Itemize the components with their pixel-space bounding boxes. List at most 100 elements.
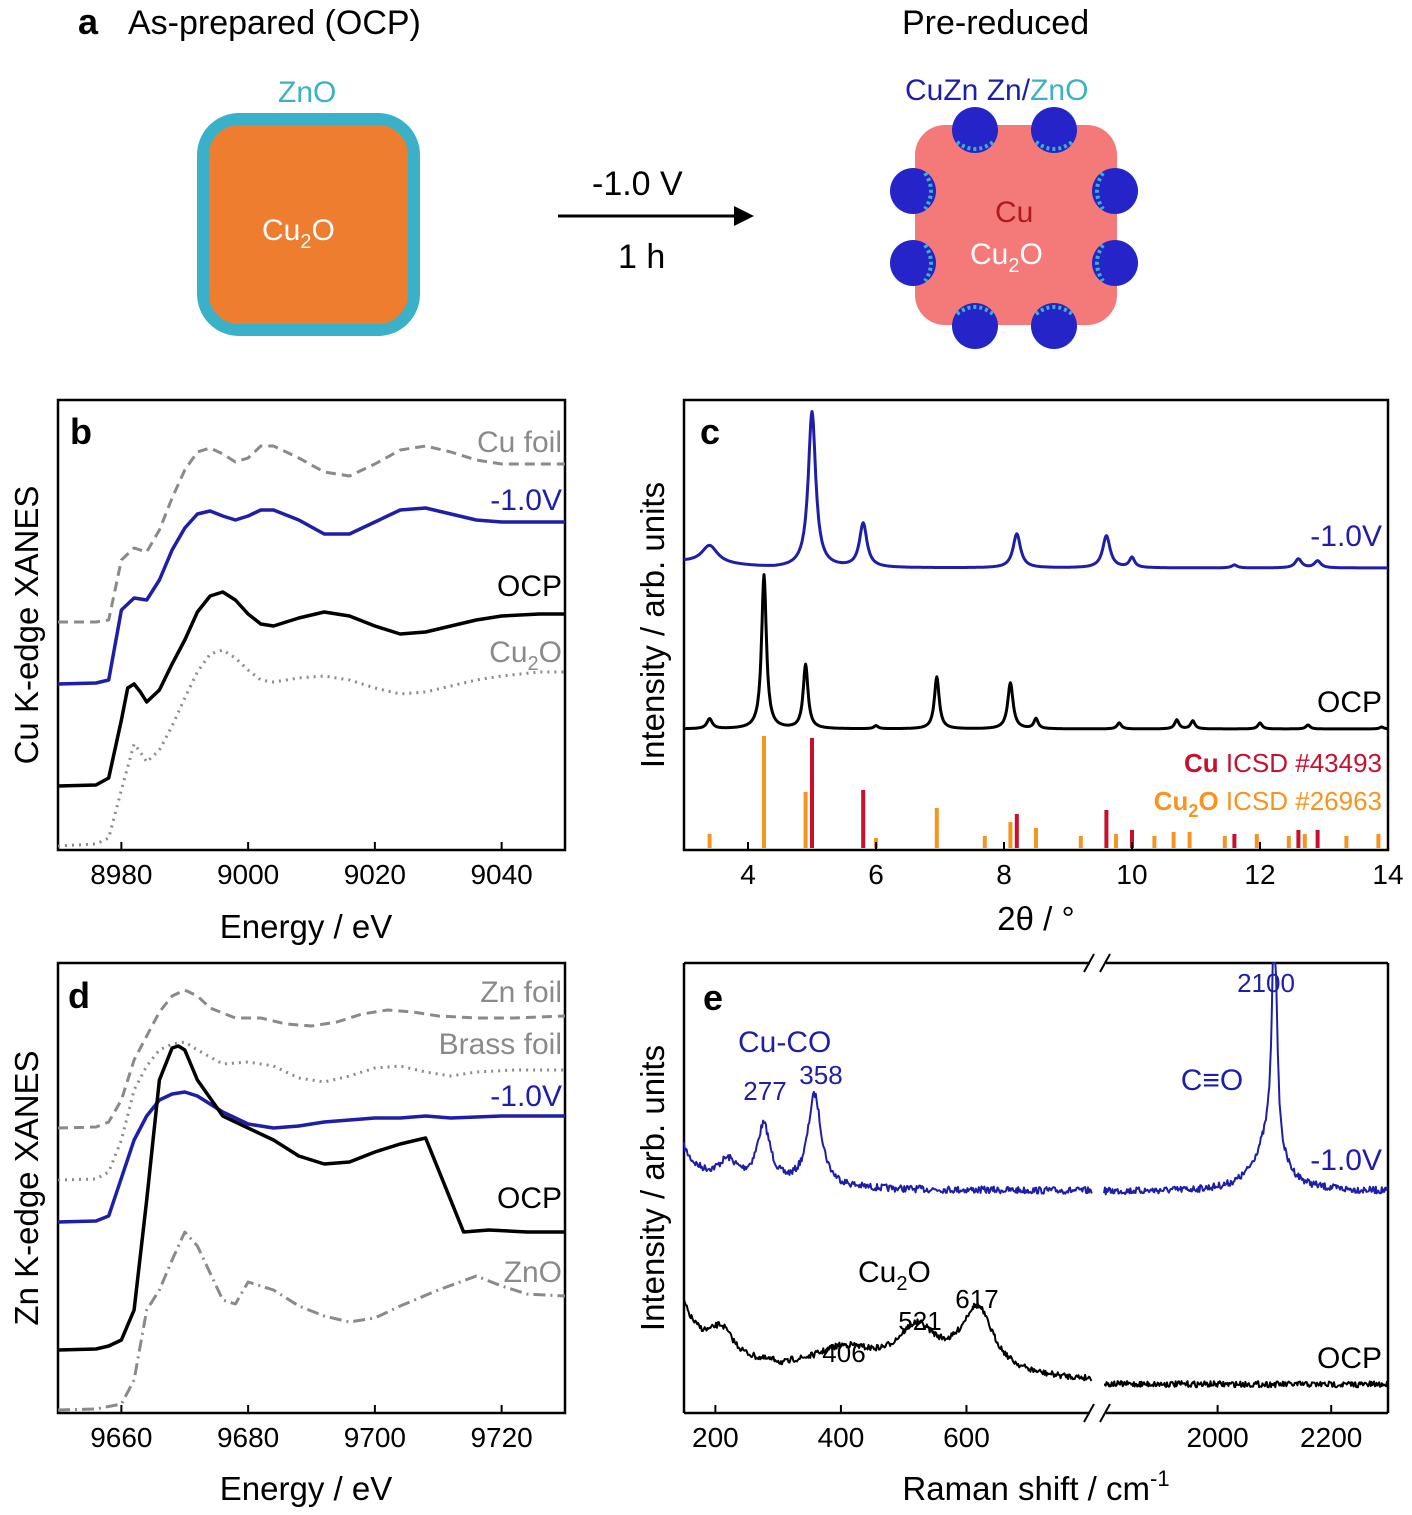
x-axis-label-c: 2θ / ° [997, 900, 1074, 937]
series-line [1103, 1380, 1389, 1389]
series-line [57, 506, 565, 686]
zn-zno-interface [923, 140, 1105, 316]
reduced-cu2o-label: Cu2O [970, 238, 1043, 277]
x-tick-label: 10 [1116, 859, 1147, 890]
x-tick-label: 9660 [90, 1422, 152, 1453]
panel-letter-b: b [70, 411, 92, 452]
label-b-minus1v: -1.0V [490, 484, 562, 517]
x-tick-label: 8 [996, 859, 1012, 890]
panel-letter-c: c [700, 411, 720, 452]
axes-frame-b [56, 398, 567, 852]
series-line [1103, 962, 1389, 1196]
x-tick-label: 9700 [344, 1422, 406, 1453]
series-line [683, 1090, 1093, 1195]
label-d-zno: ZnO [504, 1256, 562, 1289]
annot-cu-co: Cu-CO [738, 1026, 831, 1059]
x-ticks-c: 4 6 8 10 12 14 [740, 842, 1404, 890]
particle [890, 240, 936, 286]
x-tick-label: 600 [943, 1422, 990, 1453]
core-label: Cu2O [262, 214, 335, 253]
annot-cu2o: Cu2O [858, 1256, 931, 1295]
panel-b: b 8980 9000 9020 9040 Cu K-edge XANES Energ… [8, 398, 567, 945]
panel-c: c 4 6 8 10 12 14 Intensity / arb. units 2θ / … [634, 398, 1404, 937]
annot-277: 277 [743, 1076, 786, 1106]
x-tick-label: 2000 [1186, 1422, 1248, 1453]
particle [952, 303, 998, 349]
series-line [57, 1044, 565, 1352]
label-c-minus1v: -1.0V [1310, 520, 1382, 553]
y-axis-label-e: Intensity / arb. units [634, 1045, 671, 1331]
panel-a: a As-prepared (OCP) ZnO Cu2O -1.0 V 1 h … [78, 1, 1138, 349]
shell-label: ZnO [278, 76, 336, 109]
label-c-cu2o-ref: Cu2O ICSD #26963 [1154, 786, 1382, 821]
reduced-cube [915, 125, 1117, 325]
particle [1092, 240, 1138, 286]
x-ticks-d: 9660 9680 9700 9720 [90, 1405, 533, 1453]
series-line [57, 988, 566, 1130]
panel-letter-e: e [703, 977, 723, 1018]
x-tick-label: 8980 [90, 859, 152, 890]
annot-358: 358 [799, 1060, 842, 1090]
x-axis-label-b: Energy / eV [220, 908, 392, 945]
arrow-head [734, 206, 754, 226]
panel-e: e 200 400 600 2000 2200 Intensity / arb. uni… [634, 953, 1390, 1507]
series-line [57, 648, 565, 848]
label-b-cu2o: Cu2O [489, 636, 562, 675]
x-tick-label: 9040 [470, 859, 532, 890]
x-tick-label: 6 [868, 859, 884, 890]
label-b-cufoil: Cu foil [477, 426, 562, 459]
label-d-znfoil: Zn foil [480, 976, 562, 1009]
label-c-cu-ref: Cu ICSD #43493 [1184, 748, 1382, 778]
panel-letter-a: a [78, 1, 99, 42]
series-group-d [57, 988, 566, 1412]
right-legend: CuZn Zn/ZnO [905, 74, 1088, 107]
x-tick-label: 14 [1372, 859, 1403, 890]
y-axis-label-c: Intensity / arb. units [634, 482, 671, 768]
x-ticks-b: 8980 9000 9020 9040 [90, 842, 533, 890]
label-d-minus1v: -1.0V [490, 1080, 562, 1113]
right-title: Pre-reduced [902, 4, 1089, 42]
annot-406: 406 [822, 1338, 865, 1368]
series-line [57, 1230, 566, 1412]
y-axis-label-d: Zn K-edge XANES [8, 1050, 45, 1325]
x-tick-label: 9020 [344, 859, 406, 890]
reference-sticks-c [707, 736, 1381, 848]
series-line [57, 590, 565, 788]
series-group-c [683, 410, 1389, 731]
x-tick-label: 9680 [217, 1422, 279, 1453]
x-axis-label-d: Energy / eV [220, 1470, 392, 1507]
axes-frame-c [682, 398, 1390, 852]
arrow-top-label: -1.0 V [592, 165, 683, 203]
panel-d: d 9660 9680 9700 9720 Zn K-edge XANES Energ… [8, 961, 567, 1507]
annot-ocp: OCP [1317, 1342, 1382, 1375]
x-ticks-e: 200 400 600 2000 2200 [692, 1405, 1362, 1453]
axis-break-e [1083, 953, 1111, 1423]
arrow-bottom-label: 1 h [618, 238, 665, 276]
x-tick-label: 4 [740, 859, 756, 890]
axes-frame-d [56, 961, 567, 1415]
label-c-ocp: OCP [1317, 686, 1382, 719]
x-tick-label: 9720 [470, 1422, 532, 1453]
x-tick-label: 400 [818, 1422, 865, 1453]
annot-2100: 2100 [1237, 968, 1295, 998]
y-axis-label-b: Cu K-edge XANES [8, 486, 45, 765]
annot-521: 521 [898, 1306, 941, 1336]
annot-617: 617 [955, 1284, 998, 1314]
particle [890, 168, 936, 214]
annot-minus1v: -1.0V [1310, 1144, 1382, 1177]
series-line [57, 1090, 565, 1224]
x-tick-label: 200 [692, 1422, 739, 1453]
reduced-cu-label: Cu [995, 196, 1033, 229]
series-group-e [683, 962, 1389, 1389]
series-line [58, 444, 565, 624]
x-tick-label: 9000 [217, 859, 279, 890]
series-line [683, 573, 1389, 731]
x-tick-label: 12 [1244, 859, 1275, 890]
series-line [683, 1299, 1093, 1382]
shell-cube [197, 113, 420, 336]
panel-letter-d: d [68, 975, 90, 1016]
label-b-ocp: OCP [497, 570, 562, 603]
left-title: As-prepared (OCP) [128, 4, 421, 42]
particle [952, 107, 998, 153]
